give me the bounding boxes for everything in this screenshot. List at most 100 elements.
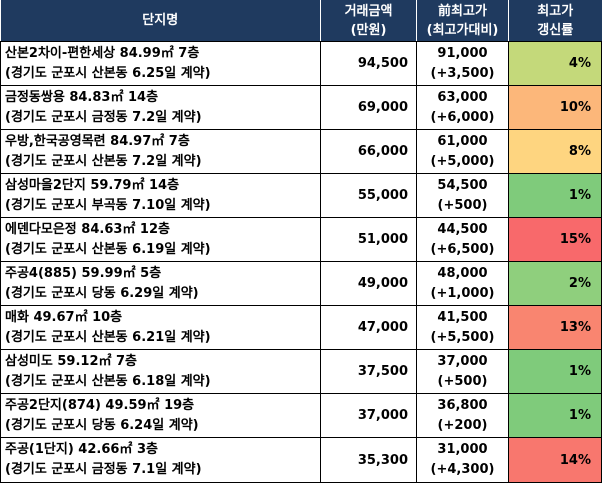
renewal-rate: 10%	[508, 85, 602, 130]
prev-high-cell: 91,000 (+3,500)	[416, 41, 509, 86]
complex-location: (경기도 군포시 산본동 7.2일 계약)	[5, 153, 202, 169]
prev-high-diff: (+5,500)	[430, 329, 495, 345]
complex-location: (경기도 군포시 산본동 6.19일 계약)	[5, 241, 211, 257]
complex-name-cell: 우방,한국공영목련 84.97㎡ 7층 (경기도 군포시 산본동 7.2일 계약)	[0, 129, 321, 174]
complex-name: 우방,한국공영목련 84.97㎡ 7층	[5, 133, 190, 149]
prev-high-diff: (+500)	[437, 373, 488, 389]
renewal-rate: 14%	[508, 437, 602, 483]
complex-name: 삼성마을2단지 59.79㎡ 14층	[5, 177, 180, 193]
renewal-rate: 4%	[508, 41, 602, 86]
trade-price: 69,000	[320, 85, 417, 130]
prev-high-cell: 31,000 (+4,300)	[416, 437, 509, 483]
prev-high-price: 31,000	[437, 442, 488, 457]
complex-location: (경기도 군포시 산본동 6.18일 계약)	[5, 373, 211, 389]
complex-location: (경기도 군포시 당동 6.29일 계약)	[5, 285, 199, 301]
prev-high-price: 91,000	[437, 45, 488, 61]
header-rate-sub: 갱신률	[537, 22, 574, 38]
complex-name: 매화 49.67㎡ 10층	[5, 309, 123, 325]
header-prev-sub: (최고가대비)	[426, 22, 499, 38]
complex-name: 주공(1단지) 42.66㎡ 3층	[5, 442, 158, 457]
complex-name-cell: 에덴다모은정 84.63㎡ 12층 (경기도 군포시 산본동 6.19일 계약)	[0, 217, 321, 262]
prev-high-cell: 63,000 (+6,000)	[416, 85, 509, 130]
renewal-rate: 15%	[508, 217, 602, 262]
complex-name-cell: 주공2단지(874) 49.59㎡ 19층 (경기도 군포시 당동 6.24일 계…	[0, 393, 321, 438]
prev-high-price: 44,500	[437, 221, 488, 237]
table-row: 산본2차이-편한세상 84.99㎡ 7층 (경기도 군포시 산본동 6.25일 계…	[0, 41, 602, 86]
prev-high-diff: (+1,000)	[430, 285, 495, 301]
complex-name: 금정동쌍용 84.83㎡ 14층	[5, 89, 159, 105]
prev-high-price: 36,800	[437, 397, 488, 413]
prev-high-cell: 54,500 (+500)	[416, 173, 509, 218]
prev-high-cell: 48,000 (+1,000)	[416, 261, 509, 306]
prev-high-price: 63,000	[437, 89, 488, 105]
table-row: 삼성미도 59.12㎡ 7층 (경기도 군포시 산본동 6.18일 계약) 37,5…	[0, 349, 602, 394]
complex-name: 산본2차이-편한세상 84.99㎡ 7층	[5, 45, 200, 61]
table-row: 금정동쌍용 84.83㎡ 14층 (경기도 군포시 금정동 7.2일 계약) 69,…	[0, 85, 602, 130]
complex-name: 에덴다모은정 84.63㎡ 12층	[5, 221, 170, 237]
complex-name: 삼성미도 59.12㎡ 7층	[5, 353, 138, 369]
trade-price: 55,000	[320, 173, 417, 218]
renewal-rate: 8%	[508, 129, 602, 174]
prev-high-price: 41,500	[437, 309, 488, 325]
renewal-rate: 1%	[508, 393, 602, 438]
header-price-unit: (만원)	[350, 22, 387, 38]
header-prev-high: 前최고가 (최고가대비)	[416, 0, 509, 42]
prev-high-diff: (+5,000)	[430, 153, 495, 169]
prev-high-price: 48,000	[437, 265, 488, 281]
complex-name-cell: 삼성마을2단지 59.79㎡ 14층 (경기도 군포시 부곡동 7.10일 계약)	[0, 173, 321, 218]
complex-name-cell: 매화 49.67㎡ 10층 (경기도 군포시 산본동 6.21일 계약)	[0, 305, 321, 350]
trade-price: 94,500	[320, 41, 417, 86]
complex-name-cell: 주공(1단지) 42.66㎡ 3층 (경기도 군포시 금정동 7.1일 계약)	[0, 437, 321, 483]
prev-high-diff: (+4,300)	[430, 462, 495, 477]
complex-location: (경기도 군포시 금정동 7.2일 계약)	[5, 109, 202, 125]
table-row: 매화 49.67㎡ 10층 (경기도 군포시 산본동 6.21일 계약) 47,00…	[0, 305, 602, 350]
header-prev-label: 前최고가	[438, 3, 487, 19]
prev-high-price: 37,000	[437, 353, 488, 369]
complex-name-cell: 주공4(885) 59.99㎡ 5층 (경기도 군포시 당동 6.29일 계약)	[0, 261, 321, 306]
header-price-label: 거래금액	[344, 3, 393, 19]
complex-name: 주공4(885) 59.99㎡ 5층	[5, 265, 162, 281]
trade-price: 35,300	[320, 437, 417, 483]
complex-location: (경기도 군포시 부곡동 7.10일 계약)	[5, 197, 211, 213]
complex-location: (경기도 군포시 산본동 6.25일 계약)	[5, 65, 211, 81]
prev-high-cell: 36,800 (+200)	[416, 393, 509, 438]
prev-high-price: 61,000	[437, 133, 488, 149]
table-row: 주공4(885) 59.99㎡ 5층 (경기도 군포시 당동 6.29일 계약) 4…	[0, 261, 602, 306]
table-row: 주공(1단지) 42.66㎡ 3층 (경기도 군포시 금정동 7.1일 계약) 35…	[0, 437, 602, 483]
prev-high-cell: 41,500 (+5,500)	[416, 305, 509, 350]
complex-name-cell: 산본2차이-편한세상 84.99㎡ 7층 (경기도 군포시 산본동 6.25일 계…	[0, 41, 321, 86]
table-row: 삼성마을2단지 59.79㎡ 14층 (경기도 군포시 부곡동 7.10일 계약)…	[0, 173, 602, 218]
prev-high-diff: (+200)	[437, 417, 488, 433]
header-rate-label: 최고가	[537, 3, 574, 19]
trade-price: 51,000	[320, 217, 417, 262]
renewal-rate: 2%	[508, 261, 602, 306]
trade-price: 66,000	[320, 129, 417, 174]
table-row: 에덴다모은정 84.63㎡ 12층 (경기도 군포시 산본동 6.19일 계약) 5…	[0, 217, 602, 262]
prev-high-diff: (+6,000)	[430, 109, 495, 125]
prev-high-diff: (+6,500)	[430, 241, 495, 257]
trade-price: 49,000	[320, 261, 417, 306]
complex-name-cell: 금정동쌍용 84.83㎡ 14층 (경기도 군포시 금정동 7.2일 계약)	[0, 85, 321, 130]
prev-high-price: 54,500	[437, 177, 488, 193]
complex-location: (경기도 군포시 당동 6.24일 계약)	[5, 417, 199, 433]
complex-name-cell: 삼성미도 59.12㎡ 7층 (경기도 군포시 산본동 6.18일 계약)	[0, 349, 321, 394]
header-name: 단지명	[0, 0, 321, 42]
prev-high-diff: (+500)	[437, 197, 488, 213]
trade-price: 37,500	[320, 349, 417, 394]
header-name-label: 단지명	[142, 13, 179, 28]
complex-location: (경기도 군포시 산본동 6.21일 계약)	[5, 329, 211, 345]
table-row: 주공2단지(874) 49.59㎡ 19층 (경기도 군포시 당동 6.24일 계…	[0, 393, 602, 438]
header-price: 거래금액 (만원)	[320, 0, 417, 42]
trade-price: 37,000	[320, 393, 417, 438]
renewal-rate: 1%	[508, 173, 602, 218]
complex-name: 주공2단지(874) 49.59㎡ 19층	[5, 397, 195, 413]
prev-high-cell: 44,500 (+6,500)	[416, 217, 509, 262]
prev-high-diff: (+3,500)	[430, 65, 495, 81]
trade-price: 47,000	[320, 305, 417, 350]
renewal-rate: 1%	[508, 349, 602, 394]
table-row: 우방,한국공영목련 84.97㎡ 7층 (경기도 군포시 산본동 7.2일 계약)…	[0, 129, 602, 174]
complex-location: (경기도 군포시 금정동 7.1일 계약)	[5, 462, 202, 477]
